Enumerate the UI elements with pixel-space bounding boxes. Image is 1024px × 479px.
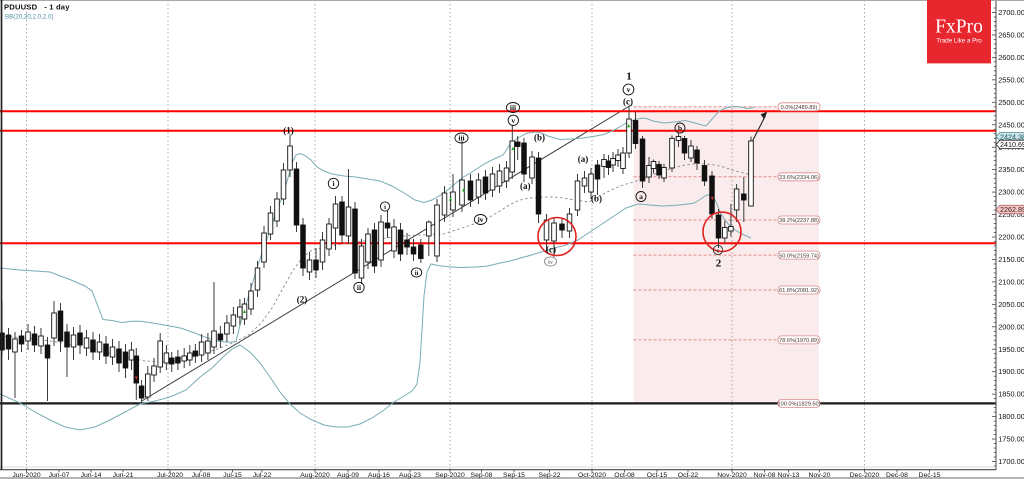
svg-text:Oct-08: Oct-08 — [614, 472, 635, 479]
svg-text:2700.00: 2700.00 — [998, 8, 1024, 17]
svg-text:Jul-2020: Jul-2020 — [157, 472, 183, 479]
svg-text:Jun-21: Jun-21 — [113, 472, 134, 479]
svg-text:iv: iv — [548, 259, 554, 266]
svg-text:2100.00: 2100.00 — [998, 277, 1024, 286]
svg-text:a: a — [639, 192, 643, 201]
svg-text:i: i — [332, 179, 334, 188]
svg-text:2410.69: 2410.69 — [1000, 140, 1024, 149]
svg-text:2600.00: 2600.00 — [998, 53, 1024, 62]
svg-text:(c): (c) — [623, 97, 633, 107]
svg-text:2500.00: 2500.00 — [998, 98, 1024, 107]
svg-text:i: i — [384, 204, 386, 211]
svg-text:Trade Like a Pro: Trade Like a Pro — [936, 38, 982, 45]
svg-text:Nov-08: Nov-08 — [754, 472, 776, 479]
svg-text:Jul-15: Jul-15 — [223, 472, 242, 479]
svg-text:(c): (c) — [546, 245, 556, 255]
svg-text:2424.38: 2424.38 — [1000, 132, 1024, 141]
svg-text:1750.00: 1750.00 — [998, 435, 1024, 444]
svg-text:2262.89: 2262.89 — [1000, 205, 1024, 214]
svg-text:Sep-2020: Sep-2020 — [435, 472, 465, 479]
svg-text:78.6%(1970.89): 78.6%(1970.89) — [779, 338, 819, 344]
svg-text:BB(20,20,2.0,2.0): BB(20,20,2.0,2.0) — [5, 14, 54, 21]
svg-text:2200.00: 2200.00 — [998, 233, 1024, 242]
svg-text:Jun-14: Jun-14 — [81, 472, 102, 479]
svg-text:1: 1 — [626, 71, 632, 83]
svg-text:(a): (a) — [520, 181, 531, 191]
svg-text:ii: ii — [357, 283, 361, 292]
svg-text:v: v — [511, 116, 515, 125]
svg-text:2650.00: 2650.00 — [998, 30, 1024, 39]
svg-text:Jun-2020: Jun-2020 — [12, 472, 41, 479]
svg-text:ii: ii — [415, 270, 419, 277]
svg-text:Dec-08: Dec-08 — [886, 472, 908, 479]
svg-text:FxPro: FxPro — [935, 17, 983, 38]
svg-text:iii: iii — [510, 103, 516, 112]
svg-text:Oct-15: Oct-15 — [647, 472, 668, 479]
svg-text:Oct-22: Oct-22 — [678, 472, 699, 479]
svg-text:(1): (1) — [283, 126, 294, 136]
svg-text:Nov-2020: Nov-2020 — [717, 472, 747, 479]
svg-text:Aug-09: Aug-09 — [337, 472, 359, 479]
svg-text:Sep-15: Sep-15 — [503, 472, 525, 479]
svg-text:50.0%(2159.74): 50.0%(2159.74) — [779, 253, 819, 259]
svg-text:PDUUSD - 1 day: PDUUSD - 1 day — [4, 3, 70, 12]
svg-text:1700.00: 1700.00 — [998, 457, 1024, 466]
svg-text:Jun-07: Jun-07 — [49, 472, 70, 479]
svg-text:2000.00: 2000.00 — [998, 322, 1024, 331]
svg-text:2550.00: 2550.00 — [998, 75, 1024, 84]
svg-text:Oct-2020: Oct-2020 — [578, 472, 606, 479]
svg-text:Sep-08: Sep-08 — [471, 472, 493, 479]
svg-text:0.0%(2489.89): 0.0%(2489.89) — [781, 105, 818, 111]
svg-text:Nov-13: Nov-13 — [778, 472, 800, 479]
svg-text:Jul-22: Jul-22 — [253, 472, 272, 479]
svg-text:iv: iv — [478, 215, 484, 224]
svg-text:2250.00: 2250.00 — [998, 210, 1024, 219]
svg-text:2300.00: 2300.00 — [998, 188, 1024, 197]
svg-text:1850.00: 1850.00 — [998, 390, 1024, 399]
svg-text:Dec-2020: Dec-2020 — [850, 472, 880, 479]
svg-text:Nov-20: Nov-20 — [809, 472, 831, 479]
svg-text:(b): (b) — [591, 194, 602, 204]
svg-text:38.2%(2237.88): 38.2%(2237.88) — [779, 218, 819, 224]
svg-text:Aug-2020: Aug-2020 — [300, 472, 330, 479]
svg-text:1800.00: 1800.00 — [998, 412, 1024, 421]
svg-text:1900.00: 1900.00 — [998, 367, 1024, 376]
svg-text:2050.00: 2050.00 — [998, 300, 1024, 309]
svg-text:(2): (2) — [297, 295, 308, 305]
svg-text:61.8%(2081.92): 61.8%(2081.92) — [779, 288, 819, 294]
svg-text:Dec-15: Dec-15 — [919, 472, 941, 479]
svg-text:v: v — [627, 85, 631, 94]
svg-text:iii: iii — [458, 134, 464, 143]
svg-text:Sep-22: Sep-22 — [539, 472, 561, 479]
svg-text:(a): (a) — [578, 154, 589, 164]
svg-text:2: 2 — [716, 258, 722, 270]
svg-text:2350.00: 2350.00 — [998, 165, 1024, 174]
svg-text:b: b — [678, 124, 682, 133]
svg-text:23.6%(2334.06): 23.6%(2334.06) — [779, 175, 819, 181]
svg-text:2450.00: 2450.00 — [998, 120, 1024, 129]
svg-text:Aug-16: Aug-16 — [368, 472, 390, 479]
svg-text:2150.00: 2150.00 — [998, 255, 1024, 264]
svg-text:c: c — [717, 248, 720, 255]
svg-text:1950.00: 1950.00 — [998, 345, 1024, 354]
svg-text:Jul-08: Jul-08 — [192, 472, 211, 479]
svg-text:100.0%(1829.50): 100.0%(1829.50) — [778, 402, 821, 408]
svg-text:Aug-23: Aug-23 — [399, 472, 421, 479]
svg-text:(b): (b) — [534, 133, 545, 143]
